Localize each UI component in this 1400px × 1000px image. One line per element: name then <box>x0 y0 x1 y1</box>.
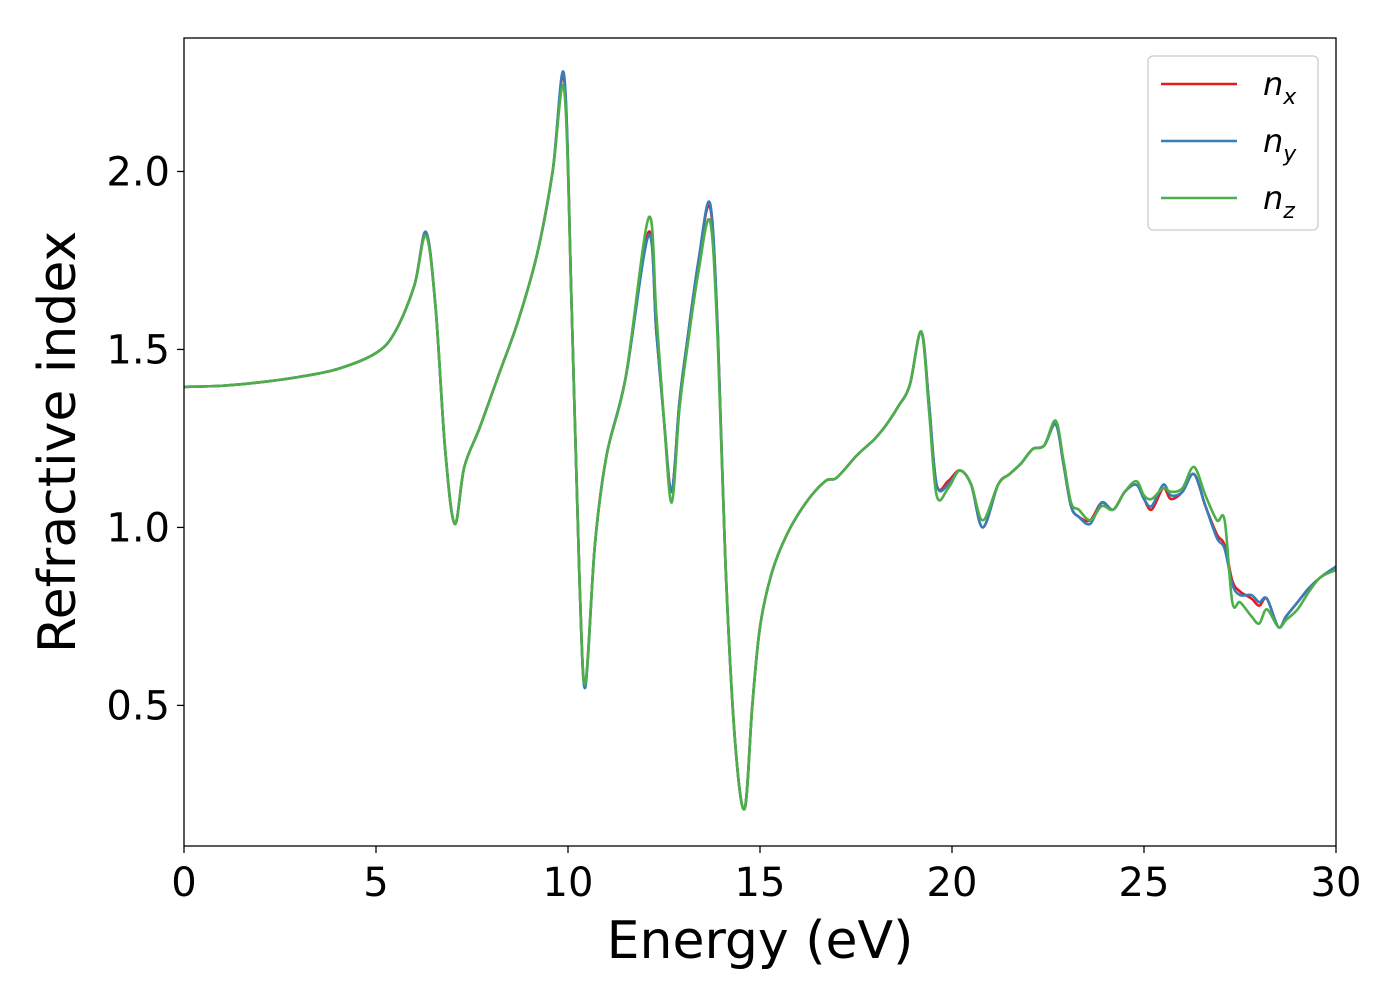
x-tick-label: 25 <box>1119 860 1170 906</box>
x-axis-title: Energy (eV) <box>607 911 914 971</box>
legend-label-base: n <box>1263 122 1283 160</box>
legend-label-subscript: z <box>1282 199 1295 224</box>
legend-label-z: nz <box>1263 179 1295 224</box>
x-axis: 0 5 10 15 20 25 30 <box>171 846 1361 906</box>
y-tick-label: 0.5 <box>106 683 170 729</box>
x-tick-label: 5 <box>363 860 388 906</box>
legend-label-base: n <box>1263 179 1283 217</box>
x-tick-label: 0 <box>171 860 196 906</box>
legend-label-x: nx <box>1263 65 1297 110</box>
y-tick-label: 1.5 <box>106 327 170 373</box>
series-layer <box>184 70 1336 811</box>
x-tick-label: 10 <box>543 860 594 906</box>
legend-label-subscript: y <box>1282 142 1297 167</box>
y-axis-title: Refractive index <box>28 231 88 653</box>
legend-label-subscript: x <box>1282 85 1297 110</box>
legend-label-base: n <box>1263 65 1283 103</box>
y-axis: 0.5 1.0 1.5 2.0 <box>106 149 184 729</box>
legend-label-y: ny <box>1263 122 1297 167</box>
legend-box <box>1147 55 1319 231</box>
series-line-z <box>184 84 1336 811</box>
x-tick-label: 15 <box>735 860 786 906</box>
x-tick-label: 30 <box>1311 860 1362 906</box>
y-tick-label: 1.0 <box>106 505 170 551</box>
y-tick-label: 2.0 <box>106 149 170 195</box>
x-tick-label: 20 <box>927 860 978 906</box>
